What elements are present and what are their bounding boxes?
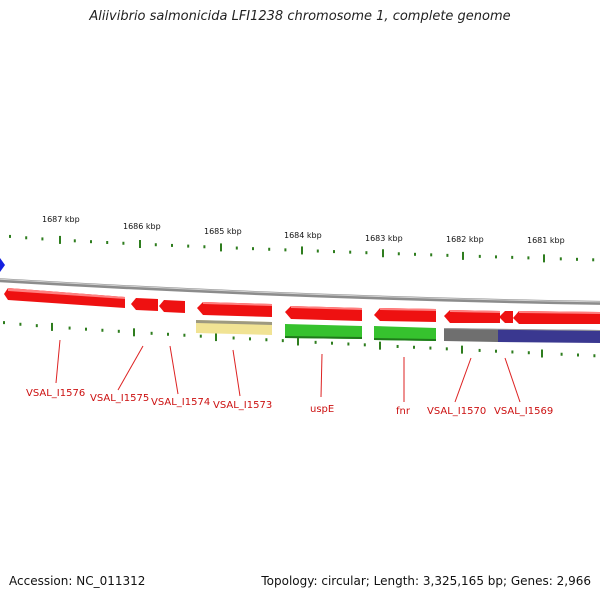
inner-tick-ring bbox=[3, 321, 596, 358]
map-title: Aliivibrio salmonicida LFI1238 chromosom… bbox=[89, 9, 511, 24]
origin-marker[interactable] bbox=[0, 258, 5, 272]
gene-label-vsal-i1573[interactable]: VSAL_I1573 bbox=[213, 400, 272, 411]
gene-bar-uspe[interactable] bbox=[285, 324, 362, 339]
accession-text: Accession: NC_011312 bbox=[9, 574, 146, 588]
forward-strand-genes bbox=[4, 288, 600, 324]
gene-bar-vsal-i1569[interactable] bbox=[498, 329, 600, 343]
gene-label-vsal-i1569[interactable]: VSAL_I1569 bbox=[494, 406, 553, 417]
gene-arrow-vsal-i1570[interactable] bbox=[444, 310, 500, 323]
gene-label-group: VSAL_I1576 VSAL_I1575 VSAL_I1574 VSAL_I1… bbox=[26, 388, 553, 417]
gene-label-vsal-i1575[interactable]: VSAL_I1575 bbox=[90, 393, 149, 404]
gene-arrow-fnr[interactable] bbox=[374, 308, 436, 322]
genome-backbone-highlight bbox=[0, 278, 600, 303]
scale-label: 1683 kbp bbox=[365, 234, 403, 243]
gene-arrow-vsal-i1573[interactable] bbox=[197, 302, 272, 317]
outer-tick-ring bbox=[9, 234, 595, 263]
gene-label-vsal-i1576[interactable]: VSAL_I1576 bbox=[26, 388, 85, 399]
scale-label: 1685 kbp bbox=[204, 227, 242, 236]
label-leader-lines bbox=[55, 339, 521, 403]
reverse-strand-genes bbox=[196, 320, 600, 343]
genome-summary-text: Topology: circular; Length: 3,325,165 bp… bbox=[261, 574, 591, 588]
scale-labels: 1687 kbp 1686 kbp 1685 kbp 1684 kbp 1683 kbp… bbox=[42, 215, 565, 245]
scale-label: 1686 kbp bbox=[123, 222, 161, 231]
gene-label-uspe[interactable]: uspE bbox=[310, 404, 334, 415]
gene-arrow-vsal-i1575[interactable] bbox=[131, 298, 158, 311]
gene-arrow-vsal-i1576[interactable] bbox=[4, 288, 125, 308]
gene-arrow-vsal-i1574[interactable] bbox=[159, 300, 185, 313]
gene-arrow-uspe[interactable] bbox=[285, 306, 362, 321]
scale-label: 1681 kbp bbox=[527, 236, 565, 245]
gene-label-vsal-i1574[interactable]: VSAL_I1574 bbox=[151, 397, 210, 408]
gene-arrow-vsal-i1569-a[interactable] bbox=[499, 311, 513, 323]
scale-label: 1684 kbp bbox=[284, 231, 322, 240]
scale-label: 1682 kbp bbox=[446, 235, 484, 244]
gene-label-fnr[interactable]: fnr bbox=[396, 406, 411, 417]
gene-arrow-vsal-i1569-b[interactable] bbox=[513, 311, 600, 324]
gene-bar-fnr[interactable] bbox=[374, 326, 436, 341]
genome-backbone bbox=[0, 278, 600, 305]
scale-label: 1687 kbp bbox=[42, 215, 80, 224]
gene-label-vsal-i1570[interactable]: VSAL_I1570 bbox=[427, 406, 486, 417]
gene-bar-vsal-i1570[interactable] bbox=[444, 328, 498, 342]
